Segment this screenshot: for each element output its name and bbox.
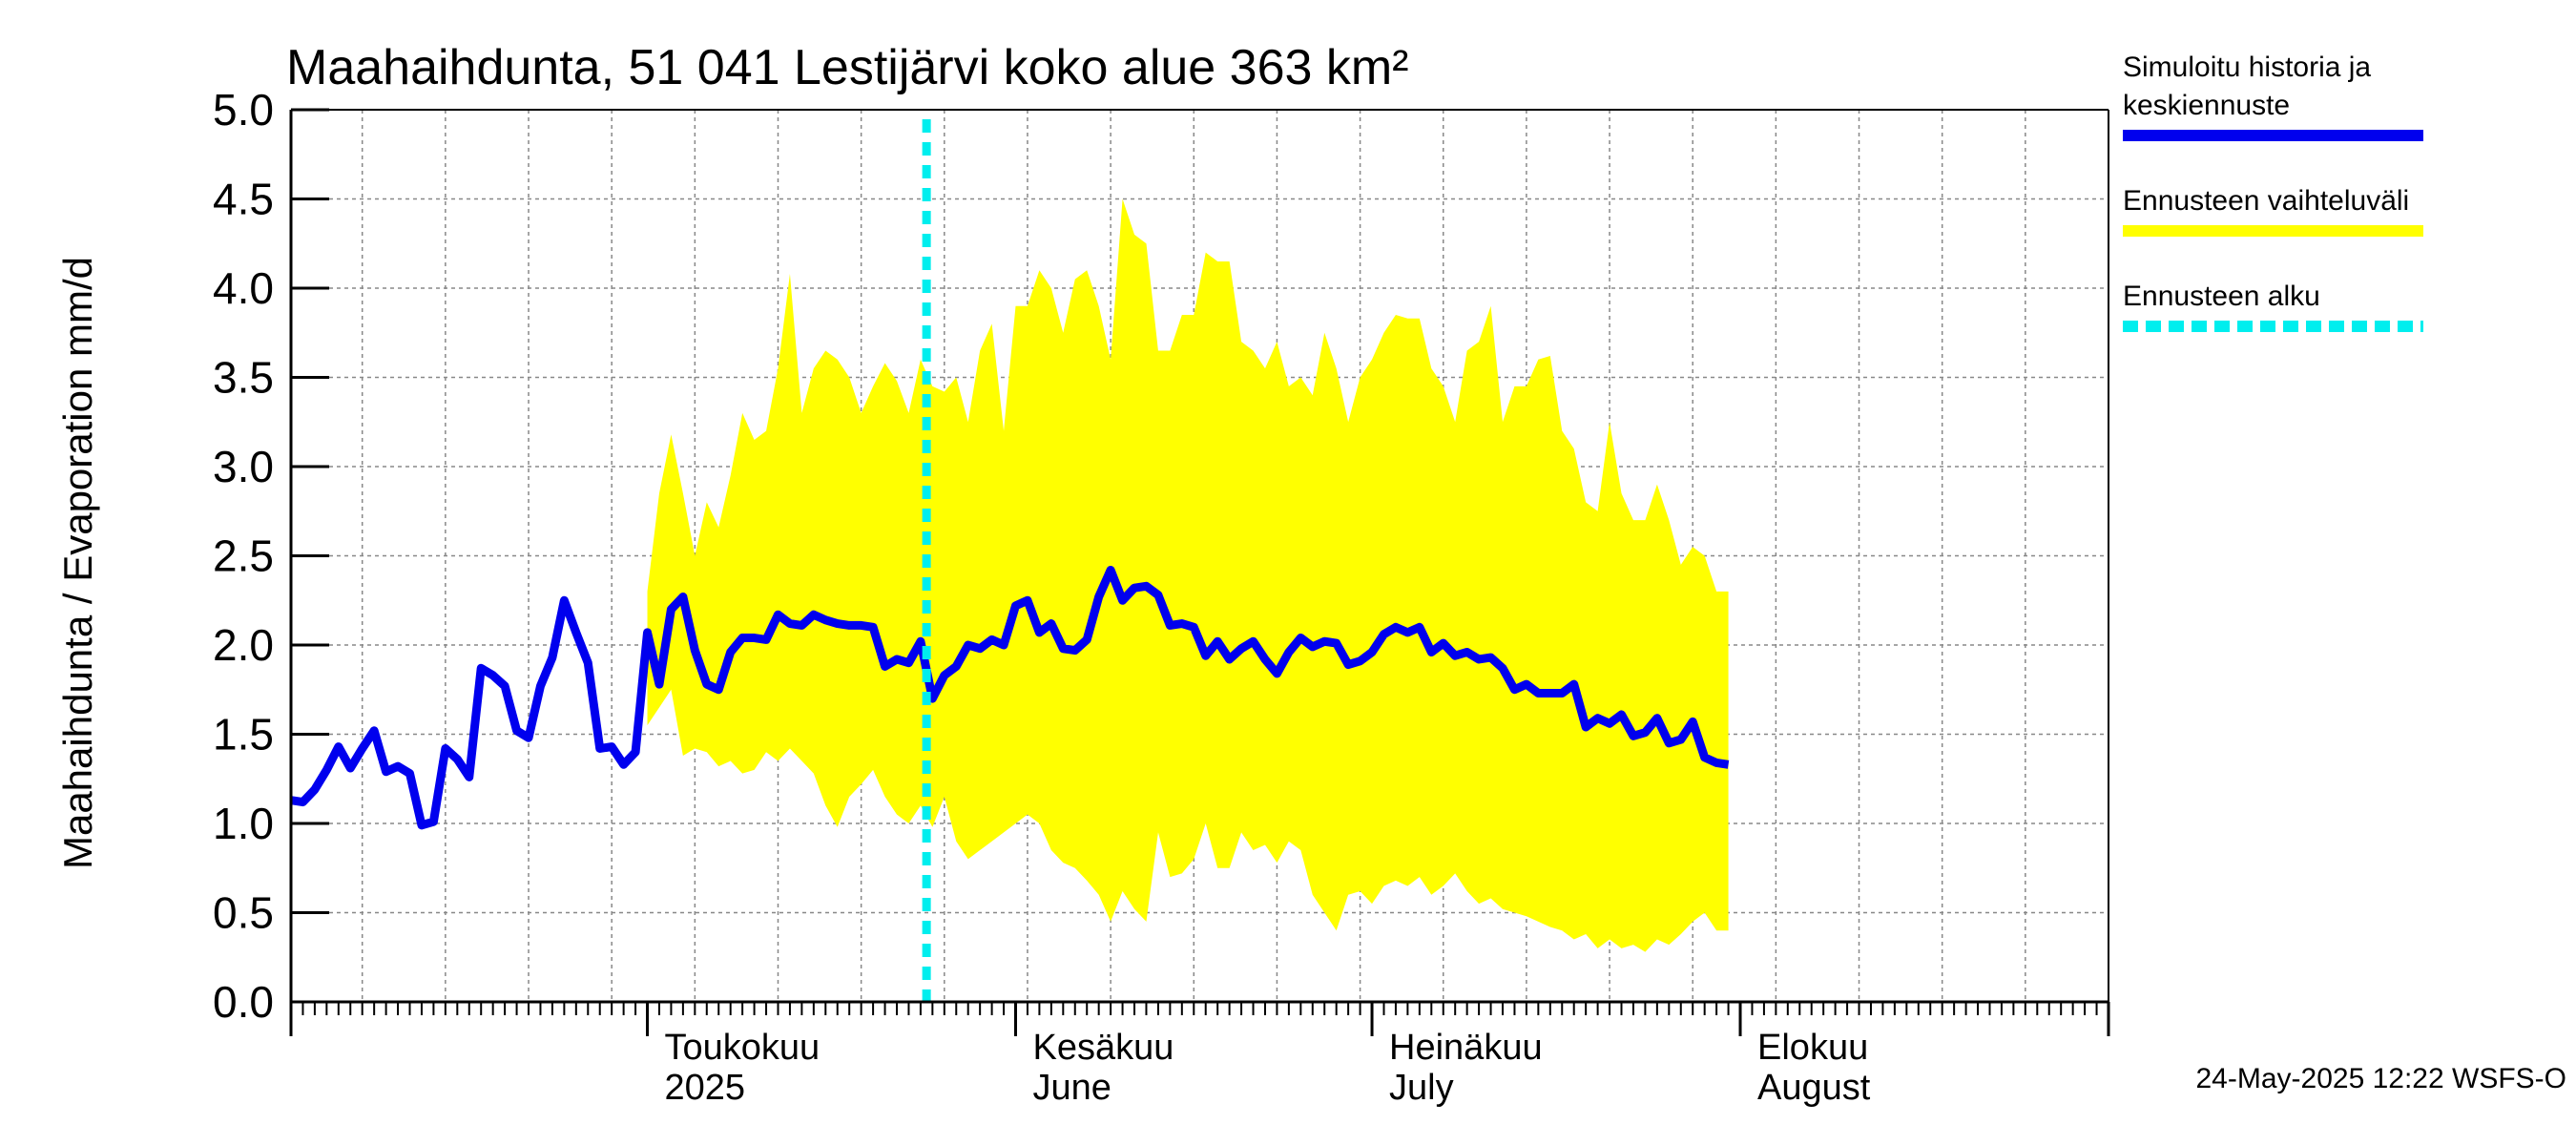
x-month-label: Toukokuu [665,1028,821,1068]
x-month-label-en: August [1757,1068,1871,1108]
forecast-range-band [647,198,1729,952]
y-axis-label: Maahaihdunta / Evaporation mm/d [55,257,100,869]
series-line-simulated [290,565,1730,830]
y-tick-label: 0.5 [213,888,274,938]
y-tick-label: 4.0 [213,263,274,313]
y-tick-label: 3.5 [213,353,274,403]
series-layer [290,565,1730,830]
x-month-label: Heinäkuu [1389,1028,1543,1068]
x-month-label: Elokuu [1757,1028,1868,1068]
x-month-label-en: June [1033,1068,1111,1108]
chart-title: Maahaihdunta, 51 041 Lestijärvi koko alu… [286,40,1409,95]
y-tick-label: 1.0 [213,799,274,848]
y-tick-label: 2.5 [213,531,274,581]
y-tick-label: 0.0 [213,977,274,1027]
legend: Simuloitu historia ja keskiennuste Ennuste… [2123,52,2423,332]
legend-entry-label: Simuloitu historia ja [2123,52,2371,83]
axes [289,108,2110,1036]
x-month-label: Kesäkuu [1033,1028,1174,1068]
legend-entry-label: keskiennuste [2123,90,2290,121]
y-tick-label: 1.5 [213,710,274,760]
y-tick-labels: 0.0 0.5 1.0 1.5 2.0 2.5 3.0 3.5 4.0 4.5 5.0 [213,85,274,1027]
legend-entry-label: Ennusteen alku [2123,281,2320,312]
y-tick-label: 2.0 [213,620,274,670]
y-tick-label: 3.0 [213,442,274,491]
forecast-range-area [647,198,1729,952]
x-month-label-en: 2025 [665,1068,746,1108]
x-month-label-en: July [1389,1068,1454,1108]
y-tick-label: 5.0 [213,85,274,135]
y-tick-label: 4.5 [213,175,274,224]
footer-timestamp: 24-May-2025 12:22 WSFS-O [2196,1063,2567,1094]
legend-entry-label: Ennusteen vaihteluväli [2123,185,2409,217]
